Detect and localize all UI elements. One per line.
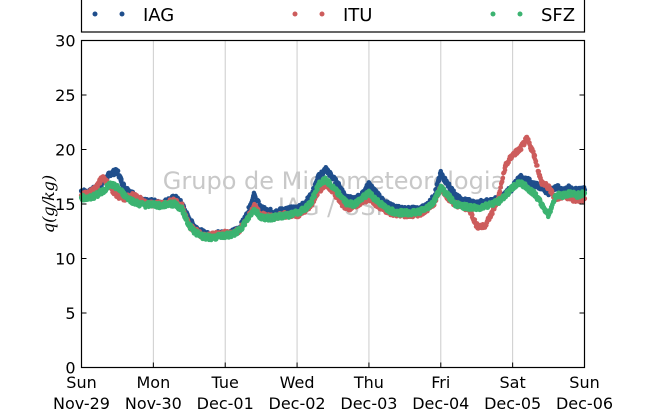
x-tick-label-date: Nov-30 — [125, 394, 182, 409]
data-point-interp — [115, 168, 121, 174]
y-tick-label: 10 — [55, 250, 75, 269]
data-point-interp — [533, 159, 539, 164]
y-tick-label: 25 — [55, 86, 75, 105]
grid-lines — [152, 40, 514, 368]
y-axis: 0 5 10 15 20 25 30 — [55, 32, 585, 378]
y-tick-label: 0 — [65, 359, 75, 378]
data-points — [78, 134, 588, 243]
data-point-interp — [490, 211, 495, 217]
data-point-interp — [315, 187, 320, 192]
x-tick-label-day: Mon — [136, 373, 170, 392]
x-tick-label-date: Dec-02 — [269, 394, 326, 409]
series-sfz — [78, 175, 588, 243]
data-point-interp — [242, 222, 248, 228]
y-tick-label: 5 — [65, 304, 75, 323]
x-tick-label-date: Dec-01 — [197, 394, 254, 409]
data-point-interp — [523, 181, 528, 186]
x-tick-label-date: Dec-05 — [484, 394, 541, 409]
data-point-interp — [119, 176, 124, 182]
y-tick-label: 15 — [55, 195, 75, 214]
data-point-interp — [526, 137, 531, 142]
data-point-interp — [121, 182, 127, 187]
x-tick-label-date: Nov-29 — [53, 394, 110, 409]
legend-box — [80, 0, 586, 33]
data-point-interp — [500, 175, 506, 180]
x-tick-label-day: Wed — [280, 373, 315, 392]
data-point-interp — [531, 149, 536, 154]
legend-marker — [517, 11, 523, 17]
legend-marker — [490, 11, 496, 17]
data-point-interp — [522, 140, 528, 145]
data-point-interp — [312, 194, 317, 199]
data-point-interp — [437, 176, 442, 181]
data-point-interp — [498, 185, 503, 190]
y-tick-label: 20 — [55, 141, 75, 160]
x-tick-label-date: Dec-06 — [556, 394, 613, 409]
data-point-interp — [502, 167, 508, 173]
x-tick-label-day: Sat — [500, 373, 526, 392]
x-tick-label-date: Dec-04 — [412, 394, 469, 409]
x-axis: Sun Nov-29 Mon Nov-30 Tue Dec-01 Wed Dec-02 Thu D… — [53, 362, 613, 409]
data-point-interp — [532, 153, 538, 158]
legend-marker — [319, 11, 325, 17]
legend-marker — [92, 11, 98, 17]
y-axis-label: q(g/kg) — [39, 175, 58, 233]
data-point-interp — [433, 196, 439, 202]
x-tick-label-day: Sun — [66, 373, 96, 392]
legend-label-iag: IAG — [143, 5, 174, 26]
data-point-interp — [497, 189, 503, 195]
x-tick-label-date: Dec-03 — [340, 394, 397, 409]
legend-marker — [292, 11, 298, 17]
x-tick-label-day: Fri — [431, 373, 450, 392]
data-point-interp — [470, 212, 475, 217]
legend: IAG ITU SFZ — [92, 5, 575, 26]
legend-label-itu: ITU — [343, 5, 372, 26]
data-point-interp — [181, 207, 186, 213]
data-point-interp — [535, 163, 540, 168]
y-tick-label: 30 — [55, 32, 75, 51]
legend-marker — [119, 11, 125, 17]
x-tick-label-day: Sun — [569, 373, 599, 392]
data-point-interp — [309, 200, 315, 205]
data-point-interp — [519, 147, 524, 152]
data-point-interp — [179, 204, 185, 209]
x-tick-label-day: Thu — [353, 373, 384, 392]
legend-label-sfz: SFZ — [541, 5, 575, 26]
data-point-interp — [536, 169, 542, 174]
x-tick-label-day: Tue — [211, 373, 239, 392]
